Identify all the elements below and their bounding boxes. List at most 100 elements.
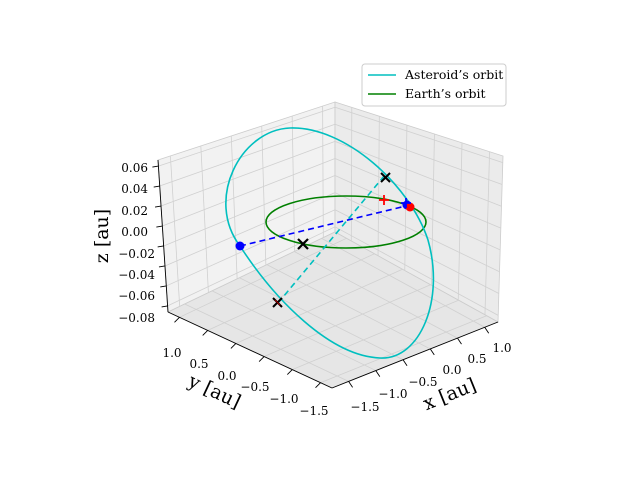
z-gridline: [159, 123, 336, 187]
x-tick-label: 1.0: [492, 341, 511, 355]
grid-lines: [158, 106, 503, 384]
z-tick-label: −0.02: [118, 247, 155, 261]
z-tick-label: 0.06: [121, 161, 148, 175]
legend-box: [361, 63, 507, 107]
ascending-node-marker: [380, 172, 391, 183]
y-gridline: [263, 284, 431, 357]
z-gridline: [162, 158, 336, 227]
x-gridline: [266, 264, 431, 350]
plot-area: [225, 127, 435, 359]
y-gridline: [230, 135, 238, 279]
y-gridline: [261, 126, 267, 266]
y-gridline: [235, 268, 403, 344]
x-tick-label: −0.5: [408, 375, 437, 389]
z-gridline: [334, 226, 499, 316]
tick-marks: [152, 165, 490, 388]
y-tick-mark: [230, 343, 237, 349]
x-axis-line: [331, 321, 499, 389]
y-tick-label: 1.0: [162, 346, 181, 360]
x-tick-mark: [348, 381, 353, 388]
y-gridline: [322, 106, 324, 238]
y-gridline: [200, 145, 209, 293]
y-tick-label: 0.0: [217, 369, 236, 383]
z-tick-labels: 0.06 0.04 0.02 0.00 −0.02 −0.04 −0.06 −0…: [118, 161, 155, 325]
x-tick-label: −1.0: [378, 387, 407, 401]
x-gridline: [294, 251, 458, 339]
x-gridline: [457, 142, 463, 301]
y-tick-label: −1.0: [269, 392, 298, 406]
earth-position: [405, 202, 415, 212]
x-gridline: [239, 277, 404, 361]
z-gridline: [334, 175, 501, 251]
y-gridline: [320, 315, 487, 384]
x-tick-label: 0.5: [467, 352, 486, 366]
z-tick-label: 0.04: [121, 182, 148, 196]
x-gridline: [184, 303, 349, 382]
z-gridline: [163, 175, 336, 247]
x-tick-mark: [402, 359, 408, 367]
y-axis-line: [167, 311, 333, 389]
y-gridline: [207, 253, 375, 331]
y-tick-mark: [174, 317, 180, 323]
x-tick-label: −1.5: [350, 400, 379, 414]
z-gridline: [334, 140, 502, 207]
x-gridline: [321, 238, 485, 328]
y-tick-label: −0.5: [240, 380, 269, 394]
z-tick-label: −0.08: [118, 311, 155, 325]
z-gridline: [334, 123, 503, 185]
center-marker: [297, 238, 309, 250]
y-tick-label: 0.5: [189, 357, 208, 371]
z-gridline: [334, 106, 503, 164]
y-gridline: [169, 155, 181, 307]
z-tick-label: 0.02: [121, 204, 148, 218]
z-tick-mark: [157, 245, 164, 248]
z-gridline: [166, 209, 336, 287]
z-tick-mark: [160, 285, 167, 288]
blue-plus-marker: [401, 198, 411, 208]
x-gridline: [377, 116, 380, 256]
legend: Asteroid’s orbit Earth’s orbit: [361, 63, 507, 107]
z-tick-mark: [161, 305, 168, 308]
z-gridline: [164, 192, 336, 267]
z-gridline: [158, 106, 336, 167]
z-tick-label: 0.00: [121, 225, 148, 239]
z-gridline: [334, 158, 501, 229]
y-tick-mark: [315, 382, 321, 388]
perihelion-point: [235, 241, 245, 251]
z-tick-mark: [154, 205, 162, 208]
legend-label-asteroid: Asteroid’s orbit: [404, 67, 503, 82]
descending-node-marker: [272, 297, 283, 308]
z-tick-mark: [158, 265, 166, 268]
red-plus-marker: [379, 195, 389, 205]
earth-orbit: [265, 195, 427, 249]
asteroid-orbit: [225, 127, 435, 359]
z-tick-mark: [152, 165, 159, 168]
line-of-nodes: [277, 174, 386, 304]
x-tick-mark: [484, 327, 490, 334]
x-tick-label: 0.0: [442, 363, 461, 377]
axis-lines: [157, 159, 499, 389]
x-gridline: [484, 151, 490, 315]
z-gridline: [160, 140, 336, 207]
x-tick-mark: [375, 370, 381, 377]
x-gridline: [211, 290, 376, 371]
y-gridline: [291, 116, 295, 252]
z-tick-label: −0.06: [118, 289, 155, 303]
z-axis-line: [157, 159, 169, 313]
y-tick-mark: [286, 369, 293, 375]
z-tick-label: −0.04: [118, 268, 155, 282]
z-gridline: [334, 209, 500, 294]
y-tick-labels: 1.0 0.5 0.0 −0.5 −1.0 −1.5: [162, 346, 328, 418]
x-tick-mark: [457, 337, 462, 345]
axis-panes: [157, 101, 504, 389]
y-tick-label: −1.5: [299, 404, 328, 418]
x-gridline: [350, 107, 353, 242]
z-tick-mark: [156, 225, 163, 228]
legend-label-earth: Earth’s orbit: [405, 86, 486, 101]
z-gridline: [334, 192, 500, 273]
x-tick-labels: −1.5 −1.0 −0.5 0.0 0.5 1.0: [350, 341, 511, 414]
y-tick-mark: [258, 356, 265, 362]
x-tick-mark: [429, 348, 435, 356]
